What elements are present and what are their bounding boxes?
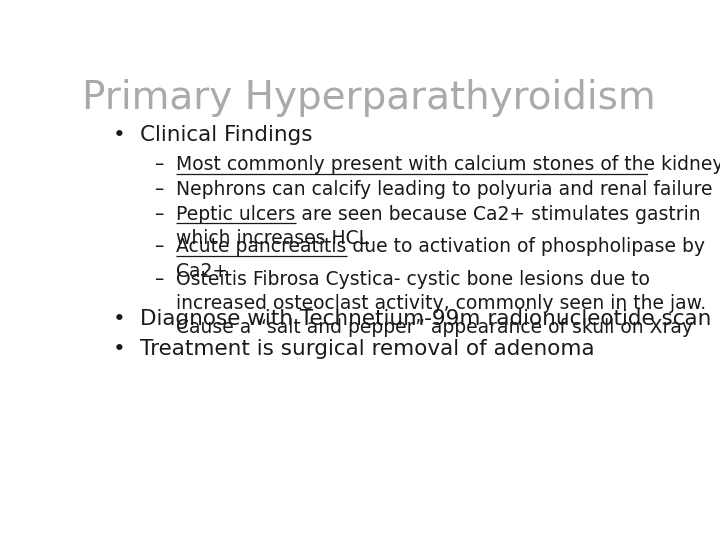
Text: –: – (154, 155, 163, 174)
Text: Peptic ulcers are seen because Ca2+ stimulates gastrin
which increases HCL: Peptic ulcers are seen because Ca2+ stim… (176, 205, 701, 248)
Text: Osteitis Fibrosa Cystica- cystic bone lesions due to
increased osteoclast activi: Osteitis Fibrosa Cystica- cystic bone le… (176, 270, 706, 338)
Text: –: – (154, 180, 163, 199)
Text: –: – (154, 205, 163, 224)
Text: Most commonly present with calcium stones of the kidney: Most commonly present with calcium stone… (176, 155, 720, 174)
Text: –: – (154, 270, 163, 289)
Text: Clinical Findings: Clinical Findings (140, 125, 312, 145)
Text: Primary Hyperparathyroidism: Primary Hyperparathyroidism (82, 79, 656, 117)
Text: Acute pancreatitis due to activation of phospholipase by
Ca2+: Acute pancreatitis due to activation of … (176, 238, 706, 281)
Text: Treatment is surgical removal of adenoma: Treatment is surgical removal of adenoma (140, 339, 595, 359)
Text: Nephrons can calcify leading to polyuria and renal failure: Nephrons can calcify leading to polyuria… (176, 180, 713, 199)
Text: Diagnose with Technetium-99m radionucleotide scan: Diagnose with Technetium-99m radionucleo… (140, 309, 711, 329)
Text: •: • (112, 339, 125, 359)
Text: •: • (112, 125, 125, 145)
Text: –: – (154, 238, 163, 256)
Text: •: • (112, 309, 125, 329)
